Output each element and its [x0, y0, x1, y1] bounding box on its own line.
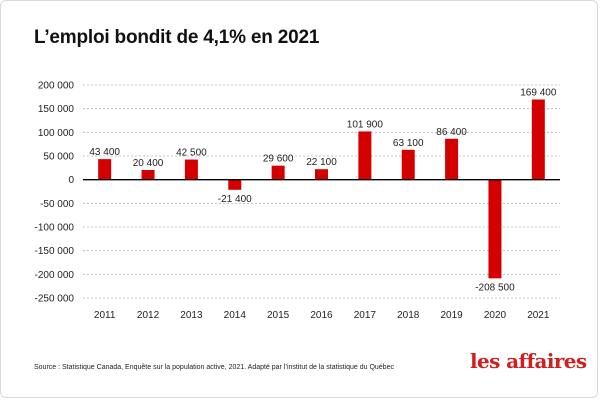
bars — [98, 99, 545, 279]
y-tick-label: 0 — [68, 175, 74, 186]
bar-2015 — [271, 165, 285, 180]
bar-2017 — [358, 131, 372, 180]
y-axis-ticks: 200 000 150 000 100 000 50 000 0 -50 000 -100 … — [35, 81, 75, 305]
x-axis-ticks: 2011 2012 2013 2014 2015 2016 2017 2018 2019 2020… — [94, 310, 550, 321]
data-label: 63 100 — [393, 138, 424, 149]
bar-2018 — [401, 149, 415, 180]
bar-2019 — [445, 138, 459, 180]
chart-title: L’emploi bondit de 4,1% en 2021 — [34, 27, 320, 48]
gridlines — [83, 84, 560, 299]
bar-2016 — [315, 169, 328, 180]
y-tick-label: -200 000 — [35, 270, 75, 281]
data-label: -21 400 — [218, 194, 252, 205]
x-tick-label: 2018 — [397, 310, 420, 321]
x-tick-label: 2013 — [180, 310, 203, 321]
y-tick-label: -250 000 — [35, 294, 75, 305]
x-tick-label: 2020 — [484, 310, 507, 321]
bar-2021 — [531, 99, 545, 180]
data-label: 20 400 — [133, 158, 164, 169]
data-labels: 43 400 20 400 42 500 -21 400 29 600 22 100 101… — [89, 87, 556, 293]
y-tick-label: 100 000 — [38, 128, 75, 139]
data-label: 169 400 — [520, 87, 557, 98]
bar-2020 — [488, 179, 502, 279]
data-label: 29 600 — [263, 154, 294, 165]
x-tick-label: 2015 — [267, 310, 290, 321]
x-tick-label: 2016 — [310, 310, 333, 321]
y-tick-label: 200 000 — [38, 81, 75, 92]
x-tick-label: 2019 — [440, 310, 463, 321]
x-tick-label: 2017 — [354, 310, 377, 321]
les-affaires-logo: les affaires — [470, 349, 587, 373]
bar-2014 — [228, 179, 242, 190]
y-tick-label: -50 000 — [40, 199, 74, 210]
data-label: 43 400 — [89, 147, 120, 158]
data-label: 22 100 — [306, 157, 337, 168]
x-tick-label: 2012 — [137, 310, 160, 321]
bar-2011 — [98, 159, 112, 180]
y-tick-label: -100 000 — [35, 223, 75, 234]
y-tick-label: -150 000 — [35, 246, 75, 257]
x-tick-label: 2021 — [527, 310, 550, 321]
data-label: -208 500 — [475, 282, 515, 293]
bar-2013 — [184, 159, 198, 180]
x-tick-label: 2011 — [94, 310, 116, 321]
bar-2012 — [141, 170, 155, 180]
source-note: Source : Statistique Canada, Enquête sur… — [34, 364, 394, 371]
data-label: 101 900 — [347, 119, 384, 130]
y-tick-label: 150 000 — [38, 104, 75, 115]
x-tick-label: 2014 — [224, 310, 247, 321]
y-tick-label: 50 000 — [43, 152, 74, 163]
data-label: 42 500 — [176, 148, 207, 159]
data-label: 86 400 — [436, 127, 467, 138]
